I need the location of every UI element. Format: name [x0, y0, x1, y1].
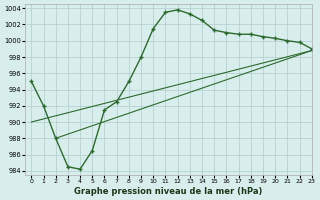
X-axis label: Graphe pression niveau de la mer (hPa): Graphe pression niveau de la mer (hPa): [74, 187, 263, 196]
